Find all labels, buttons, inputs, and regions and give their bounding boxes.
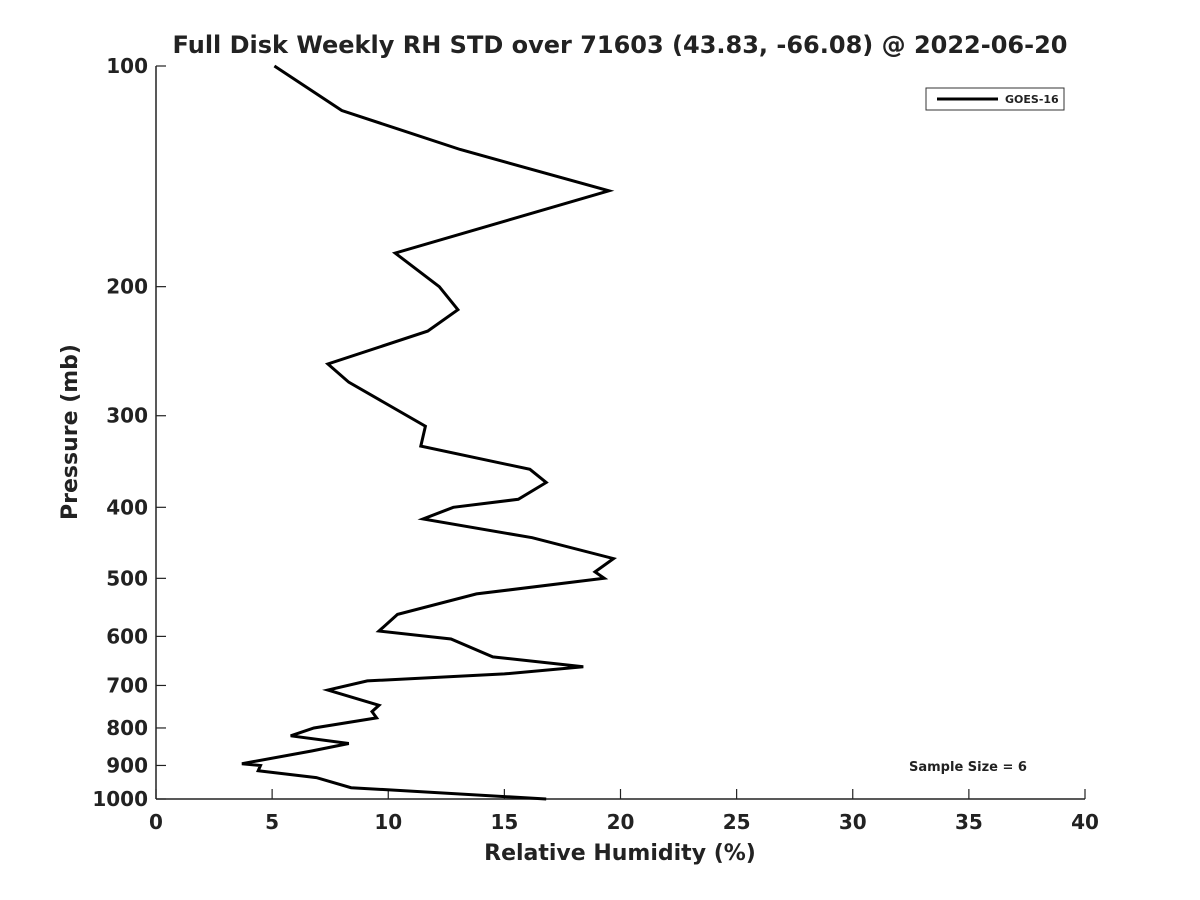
x-tick-label: 25 <box>723 810 751 834</box>
x-tick-label: 15 <box>490 810 518 834</box>
x-tick-label: 10 <box>374 810 402 834</box>
legend-label-goes-16: GOES-16 <box>1005 93 1059 106</box>
y-tick-label: 1000 <box>92 787 148 811</box>
x-tick-label: 40 <box>1071 810 1099 834</box>
x-tick-label: 30 <box>839 810 867 834</box>
y-axis-ticks: 100 200 300 400 500 600 700 800 900 1000 <box>92 54 166 811</box>
y-tick-label: 300 <box>106 404 148 428</box>
series-layer <box>241 64 617 801</box>
y-tick-label: 800 <box>106 716 148 740</box>
x-axis-label: Relative Humidity (%) <box>484 841 756 866</box>
legend: GOES-16 <box>925 87 1065 111</box>
x-axis-ticks: 0 5 10 15 20 25 30 35 40 <box>149 789 1099 834</box>
y-tick-label: 100 <box>106 54 148 78</box>
series-line-goes-16 <box>241 64 617 801</box>
y-axis-label: Pressure (mb) <box>58 344 83 520</box>
x-tick-label: 20 <box>607 810 635 834</box>
chart-title: Full Disk Weekly RH STD over 71603 (43.8… <box>173 31 1068 59</box>
x-tick-label: 35 <box>955 810 983 834</box>
y-tick-label: 500 <box>106 566 148 590</box>
y-tick-label: 700 <box>106 673 148 697</box>
x-tick-label: 5 <box>265 810 279 834</box>
y-tick-label: 900 <box>106 753 148 777</box>
x-tick-label: 0 <box>149 810 163 834</box>
y-tick-label: 400 <box>106 495 148 519</box>
y-tick-label: 600 <box>106 624 148 648</box>
sample-size-annotation: Sample Size = 6 <box>909 760 1027 775</box>
y-tick-label: 200 <box>106 275 148 299</box>
